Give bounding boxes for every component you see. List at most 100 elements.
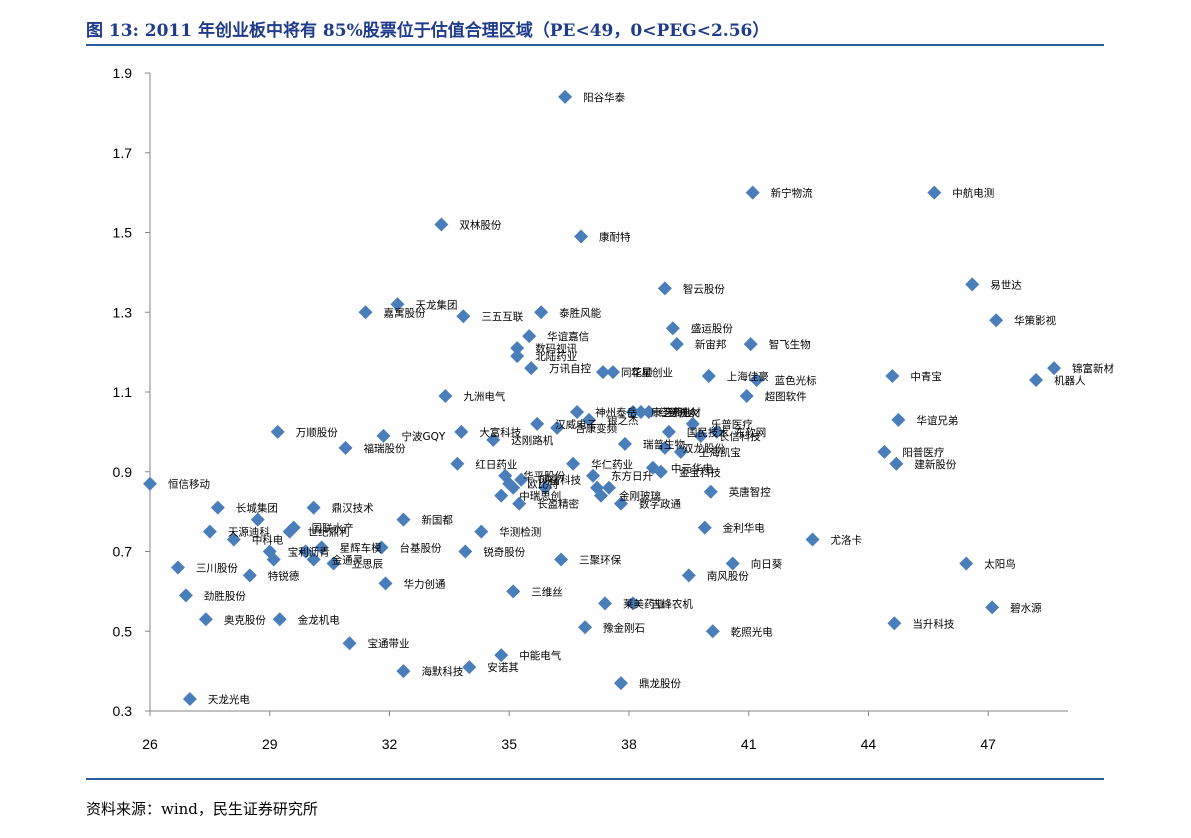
point-label: 阳谷华泰 — [583, 91, 625, 104]
point-label: 向日葵 — [751, 557, 783, 570]
point-label: 华平股份 — [523, 470, 565, 483]
scatter-point — [434, 217, 449, 232]
point-label: 康耐特 — [599, 230, 631, 243]
scatter-point — [298, 544, 313, 559]
scatter-point — [474, 524, 489, 539]
point-label: 中航电测 — [952, 187, 994, 200]
scatter-point — [613, 676, 628, 691]
x-tick-label: 35 — [501, 736, 517, 752]
scatter-point — [566, 456, 581, 471]
point-label: 鼎龙股份 — [639, 677, 681, 690]
point-label: 银之杰 — [607, 414, 639, 427]
point-label: 金利华电 — [723, 522, 765, 535]
scatter-point — [927, 185, 942, 200]
scatter-point — [502, 476, 517, 491]
scatter-point — [202, 524, 217, 539]
point-label: 莱美药业 — [623, 597, 665, 610]
scatter-point — [743, 337, 758, 352]
scatter-point — [661, 424, 676, 439]
point-label: 超图软件 — [765, 390, 807, 403]
y-tick-label: 1.7 — [113, 145, 133, 161]
scatter-point — [570, 404, 585, 419]
scatter-point — [538, 480, 553, 495]
scatter-point — [242, 568, 257, 583]
scatter-point — [534, 305, 549, 320]
point-label: 中瑞思创 — [519, 490, 561, 503]
point-label: 网宿科技 — [539, 474, 581, 487]
scatter-point — [306, 500, 321, 515]
scatter-point — [594, 488, 609, 503]
point-label: 新国都 — [421, 514, 453, 527]
point-label: 经纬电材 — [659, 406, 701, 419]
scatter-point — [959, 556, 974, 571]
point-label: 乐普医疗 — [711, 418, 753, 431]
scatter-point — [250, 512, 265, 527]
scatter-point — [673, 444, 688, 459]
scatter-point — [396, 664, 411, 679]
point-label: 金刚玻璃 — [619, 490, 661, 503]
scatter-point — [494, 648, 509, 663]
scatter-point — [586, 468, 601, 483]
scatter-point — [494, 488, 509, 503]
source-note: 资料来源：wind，民生证券研究所 — [86, 800, 318, 818]
point-label: 盛运股份 — [691, 322, 733, 335]
scatter-point — [602, 480, 616, 495]
scatter-point — [965, 277, 980, 292]
x-tick-label: 44 — [861, 736, 877, 752]
point-label: 数码视讯 — [535, 342, 577, 355]
point-label: 中青宝 — [910, 370, 942, 383]
y-tick-label: 0.9 — [113, 464, 133, 480]
point-label: 天龙光电 — [208, 693, 250, 706]
point-label: 汉威电子 — [555, 418, 597, 431]
point-label: 奥克股份 — [224, 613, 266, 626]
point-label: 机器人 — [1054, 374, 1086, 387]
scatter-point — [178, 588, 193, 603]
scatter-point — [390, 297, 405, 312]
point-label: 福瑞股份 — [364, 442, 406, 455]
point-label: 金龙机电 — [298, 613, 340, 626]
point-label: 华星创业 — [631, 366, 673, 379]
point-label: 乾照光电 — [731, 625, 773, 638]
scatter-point — [512, 496, 527, 511]
scatter-point — [877, 444, 892, 459]
point-label: 中元华电 — [671, 462, 713, 475]
scatter-point — [889, 456, 904, 471]
scatter-point — [198, 612, 213, 627]
scatter-point — [665, 321, 680, 336]
scatter-point — [681, 568, 696, 583]
point-label: 瑞普生物 — [643, 438, 685, 451]
point-label: 合康变频 — [575, 422, 617, 435]
point-label: 北陆药业 — [535, 350, 577, 363]
scatter-point — [170, 560, 185, 575]
point-label: 天龙集团 — [415, 298, 457, 311]
point-label: 中能电气 — [519, 649, 561, 662]
scatter-point — [558, 89, 573, 104]
point-label: 同花顺 — [621, 366, 653, 379]
scatter-point — [226, 532, 241, 547]
point-label: 鼎汉技术 — [332, 502, 374, 515]
scatter-point — [374, 540, 389, 555]
scatter-point — [805, 532, 820, 547]
point-label: 华策影视 — [1014, 314, 1056, 327]
scatter-point — [210, 500, 225, 515]
point-label: 双林股份 — [459, 219, 501, 232]
point-label: 康芝药业 — [651, 406, 693, 419]
point-label: 华仁药业 — [591, 458, 633, 471]
point-label: 长城集团 — [236, 502, 278, 515]
scatter-point — [378, 576, 393, 591]
point-label: 新宙邦 — [695, 338, 727, 351]
point-label: 国民技术 — [687, 426, 729, 439]
scatter-point — [657, 281, 672, 296]
x-tick-label: 41 — [741, 736, 757, 752]
point-label: 三聚环保 — [579, 553, 621, 566]
page-title: 图 13: 2011 年创业板中将有 85%股票位于估值合理区域（PE<49，0… — [86, 21, 770, 41]
scatter-point — [985, 600, 1000, 615]
scatter-point — [462, 660, 477, 675]
scatter-point — [506, 584, 521, 599]
scatter-point — [510, 341, 525, 356]
scatter-point — [685, 416, 700, 431]
scatter-point — [376, 428, 391, 443]
scatter-point — [458, 544, 473, 559]
point-label: 达刚路机 — [511, 434, 553, 447]
point-label: 宁波GQY — [401, 430, 445, 443]
